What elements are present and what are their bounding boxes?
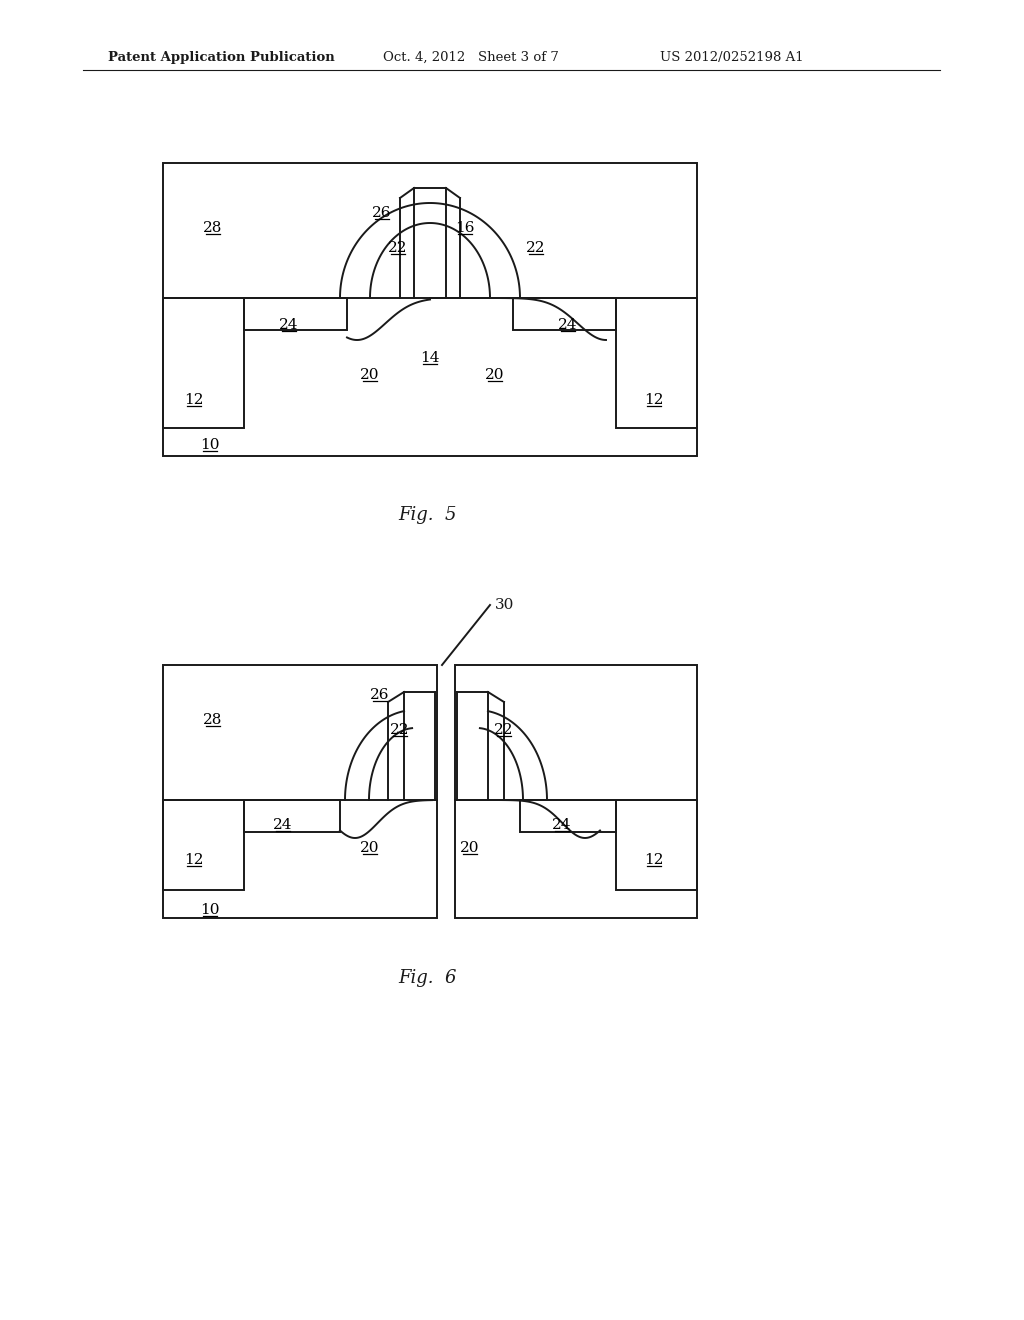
Text: Fig.  5: Fig. 5 [398,506,458,524]
Text: US 2012/0252198 A1: US 2012/0252198 A1 [660,50,804,63]
Text: 22: 22 [390,723,410,737]
Text: 20: 20 [360,368,380,381]
Bar [616,298,697,428]
Bar [244,298,347,330]
Bar [163,665,437,917]
Bar [520,800,616,832]
Text: 16: 16 [456,220,475,235]
Text: 26: 26 [371,688,390,702]
Text: 10: 10 [201,903,220,917]
Text: 24: 24 [273,818,293,832]
Text: 22: 22 [388,242,408,255]
Text: 22: 22 [495,723,514,737]
Bar [163,298,244,428]
Text: Fig.  6: Fig. 6 [398,969,458,987]
Text: Oct. 4, 2012   Sheet 3 of 7: Oct. 4, 2012 Sheet 3 of 7 [383,50,559,63]
Text: 12: 12 [184,393,204,407]
Bar [163,800,244,890]
Text: 20: 20 [360,841,380,855]
Bar [244,800,340,832]
Text: 30: 30 [495,598,514,612]
Text: 20: 20 [460,841,480,855]
Text: 26: 26 [373,206,392,220]
Text: 10: 10 [201,438,220,451]
Bar [513,298,616,330]
Text: 12: 12 [644,393,664,407]
Text: 24: 24 [280,318,299,333]
Text: 24: 24 [558,318,578,333]
Bar [616,800,697,890]
Text: 22: 22 [526,242,546,255]
Text: 28: 28 [204,220,222,235]
Text: Patent Application Publication: Patent Application Publication [108,50,335,63]
Text: 14: 14 [420,351,439,366]
Text: 28: 28 [204,713,222,727]
Text: 12: 12 [644,853,664,867]
Text: 20: 20 [485,368,505,381]
Text: 12: 12 [184,853,204,867]
Bar [455,665,697,917]
Text: 24: 24 [552,818,571,832]
